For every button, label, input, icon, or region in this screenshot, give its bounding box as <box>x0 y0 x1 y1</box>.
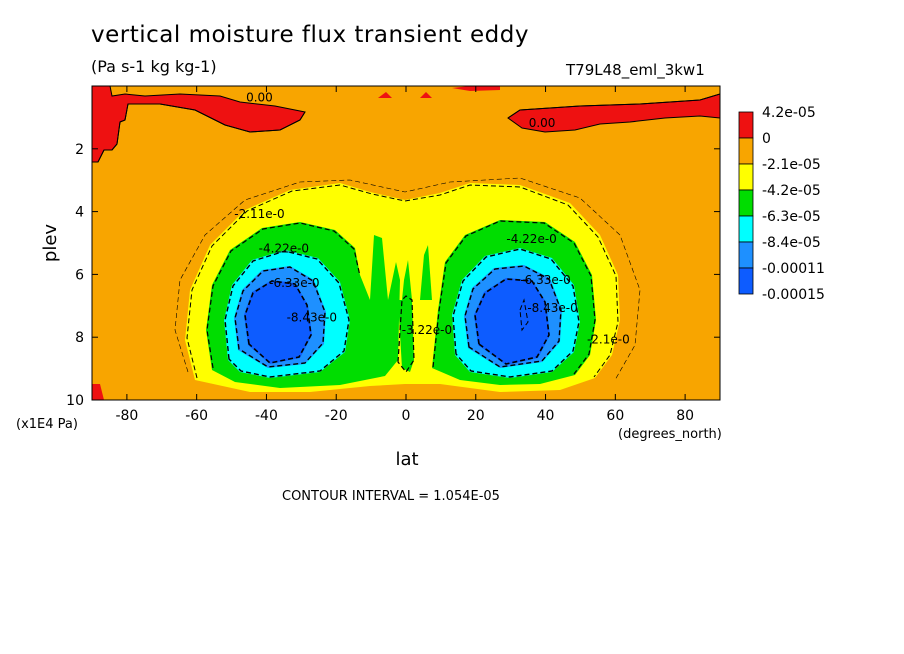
x-tick-label: 60 <box>606 408 624 424</box>
colorbar-swatch <box>738 111 754 139</box>
y-axis-label: plev <box>40 224 61 263</box>
run-id-label: T79L48_eml_3kw1 <box>566 61 705 79</box>
colorbar-label: -8.4e-05 <box>762 235 821 251</box>
colorbar-label: -0.00015 <box>762 287 825 303</box>
y-tick-label: 10 <box>66 393 84 409</box>
contour-lines <box>174 177 641 381</box>
contour-label: -4.22e-0 <box>506 232 556 246</box>
x-tick-label: 80 <box>676 408 694 424</box>
colorbar-label: 0 <box>762 131 771 147</box>
contour-label: 0.00 <box>529 116 556 130</box>
chart-title: vertical moisture flux transient eddy <box>91 22 529 48</box>
colorbar-swatch <box>738 241 754 269</box>
colorbar-swatch <box>738 189 754 217</box>
core-region-right <box>474 278 550 365</box>
colorbar-label: -6.3e-05 <box>762 209 821 225</box>
colorbar-label: -2.1e-05 <box>762 157 821 173</box>
colorbar-swatch <box>738 267 754 295</box>
colorbar-label: -0.00011 <box>762 261 825 277</box>
contour-label: -3.22e-0 <box>402 323 452 337</box>
x-tick-label: -60 <box>185 408 208 424</box>
positive-speck-center2 <box>420 92 432 98</box>
x-tick-label: 40 <box>537 408 555 424</box>
contour-label: 0.00 <box>246 91 273 105</box>
y-tick-label: 6 <box>75 267 84 283</box>
axes: -80 -60 -40 -20 0 20 40 60 80 2 4 6 8 10 <box>66 86 720 424</box>
positive-speck-center <box>378 92 392 98</box>
y-tick-label: 8 <box>75 330 84 346</box>
colorbar-swatch <box>738 163 754 191</box>
y-tick-label: 2 <box>75 142 84 158</box>
colorbar-swatch <box>738 137 754 165</box>
y-axis-units: (x1E4 Pa) <box>16 417 78 432</box>
colorbar-swatch <box>738 215 754 243</box>
x-axis-label: lat <box>395 449 418 470</box>
chart-units: (Pa s-1 kg kg-1) <box>91 57 217 76</box>
y-tick-label: 4 <box>75 205 84 221</box>
contour-interval-note: CONTOUR INTERVAL = 1.054E-05 <box>282 489 500 504</box>
colorbar-label: -4.2e-05 <box>762 183 821 199</box>
contour-labels: 0.00 0.00 -2.11e-0 -4.22e-0 -6.33e-0 -8.43e-0… <box>234 91 629 347</box>
x-axis-units: (degrees_north) <box>618 427 722 442</box>
x-tick-label: 0 <box>402 408 411 424</box>
colorbar-label: 4.2e-05 <box>762 105 816 121</box>
green-center-tongue <box>398 260 414 372</box>
contour-plot-area <box>92 86 720 400</box>
positive-speck-bottom <box>92 384 104 400</box>
colorbar: 4.2e-05 0 -2.1e-05 -4.2e-05 -6.3e-05 -8.4e-05… <box>738 105 825 303</box>
contour-label: -8.43e-0 <box>287 311 337 325</box>
contour-label: -8.43e-0 <box>527 301 577 315</box>
core-region-left <box>244 280 312 364</box>
x-tick-label: 20 <box>467 408 485 424</box>
x-tick-label: -80 <box>115 408 138 424</box>
contour-label: -6.33e-0 <box>520 273 570 287</box>
green-spikes <box>420 245 432 300</box>
x-tick-label: -40 <box>255 408 278 424</box>
zero-contours <box>92 93 720 163</box>
contour-label: -4.22e-0 <box>259 241 309 255</box>
contour-label: -2.11e-0 <box>234 207 284 221</box>
contour-label: -6.33e-0 <box>269 276 319 290</box>
contour-label: -2.1e-0 <box>587 332 630 346</box>
x-tick-label: -20 <box>325 408 348 424</box>
